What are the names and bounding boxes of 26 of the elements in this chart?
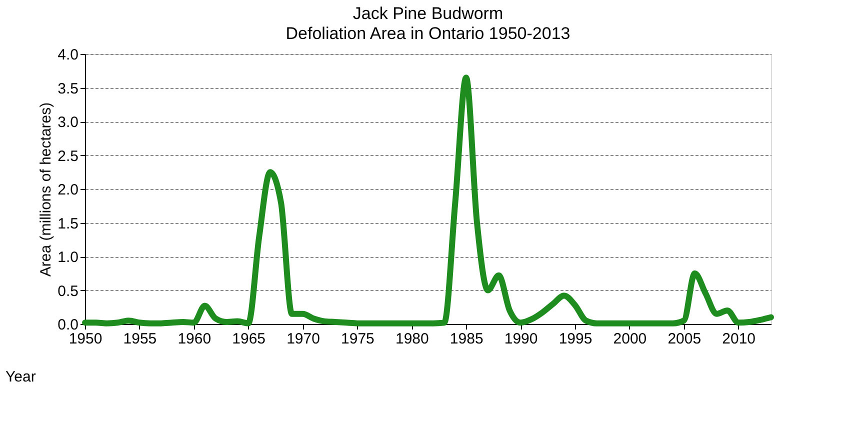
y-axis-title: Area (millions of hectares) bbox=[38, 102, 55, 277]
chart-title: Jack Pine Budworm bbox=[352, 4, 504, 23]
x-axis-title: Year bbox=[6, 368, 36, 386]
y-tick-label: 3.0 bbox=[58, 114, 78, 131]
y-tick-label: 2.5 bbox=[58, 148, 78, 165]
y-tick-label: 4.0 bbox=[58, 46, 78, 64]
x-tick-label: 1970 bbox=[286, 330, 320, 348]
x-tick-label: 1985 bbox=[450, 330, 484, 348]
x-tick-label: 2000 bbox=[613, 330, 647, 348]
y-tick-label: 1.5 bbox=[58, 215, 78, 232]
x-tick-label: 1955 bbox=[123, 330, 157, 348]
x-tick-label: 1950 bbox=[68, 330, 102, 348]
x-tick-label: 1990 bbox=[504, 330, 538, 348]
x-tick-label: 1975 bbox=[341, 330, 374, 348]
x-tick-label: 2005 bbox=[668, 330, 702, 348]
x-tick-label: 1995 bbox=[558, 330, 592, 348]
x-tick-label: 2010 bbox=[722, 330, 756, 348]
y-tick-label: 2.0 bbox=[58, 182, 78, 198]
y-tick-label: 0.5 bbox=[58, 282, 78, 300]
y-tick-label: 1.0 bbox=[58, 249, 78, 266]
chart-subtitle: Defoliation Area in Ontario 1950-2013 bbox=[286, 24, 570, 43]
x-tick-label: 1960 bbox=[178, 330, 212, 348]
y-tick-label: 3.5 bbox=[58, 80, 78, 98]
x-tick-label: 1980 bbox=[395, 330, 429, 348]
y-tick-label: 0.0 bbox=[58, 316, 78, 334]
x-tick-label: 1965 bbox=[232, 330, 266, 348]
